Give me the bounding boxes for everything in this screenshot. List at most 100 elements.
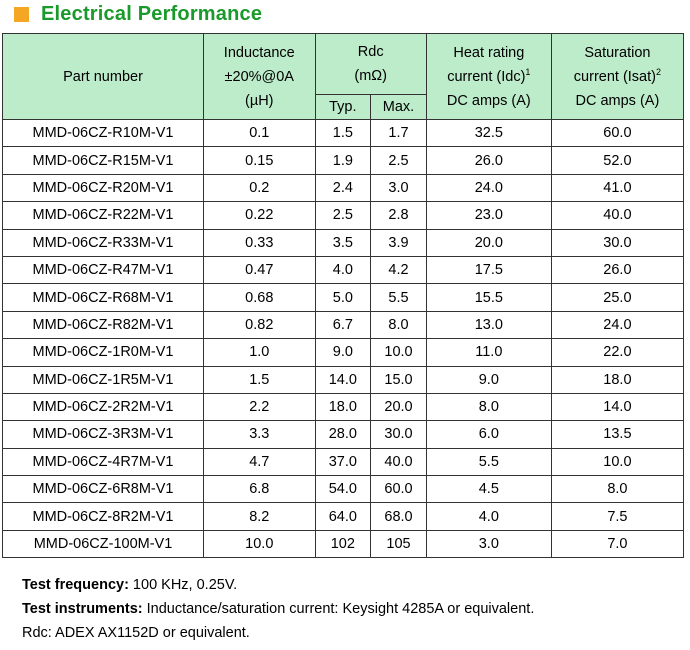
table-row: MMD-06CZ-2R2M-V1 2.2 18.0 20.0 8.0 14.0: [1, 392, 685, 422]
table-row: MMD-06CZ-3R3M-V1 3.3 28.0 30.0 6.0 13.5: [1, 420, 685, 449]
cell-saturation: 13.5: [550, 420, 685, 449]
cell-saturation: 40.0: [550, 201, 685, 230]
header-row: Part number Inductance ±20%@0A (µH) Rdc …: [1, 33, 685, 120]
table-body: MMD-06CZ-R10M-V1 0.1 1.5 1.7 32.5 60.0 MMD-06C…: [1, 118, 685, 559]
cell-rdc-max: 20.0: [370, 392, 427, 422]
header-inductance: Inductance ±20%@0A (µH): [203, 33, 316, 120]
cell-rdc-max: 4.2: [370, 255, 427, 285]
page-title: Electrical Performance: [41, 2, 263, 25]
cell-rdc-max: 2.5: [370, 146, 427, 175]
table-row: MMD-06CZ-100M-V1 10.0 102 105 3.0 7.0: [1, 529, 685, 559]
cell-heat-rating: 15.5: [425, 283, 552, 312]
cell-heat-rating: 3.0: [425, 529, 552, 559]
note-test-frequency: Test frequency: 100 KHz, 0.25V.: [22, 577, 238, 593]
cell-inductance: 0.47: [203, 255, 316, 285]
cell-heat-rating: 23.0: [425, 201, 552, 230]
cell-inductance: 0.1: [203, 118, 316, 148]
cell-part-number: MMD-06CZ-2R2M-V1: [1, 392, 205, 422]
cell-heat-rating: 9.0: [425, 365, 552, 394]
cell-part-number: MMD-06CZ-1R0M-V1: [1, 338, 205, 367]
cell-inductance: 3.3: [203, 420, 316, 449]
cell-rdc-typ: 102: [314, 529, 372, 559]
cell-rdc-typ: 2.5: [314, 201, 372, 230]
header-saturation: Saturation current (Isat)2 DC amps (A): [550, 33, 685, 120]
cell-inductance: 0.82: [203, 310, 316, 340]
table-row: MMD-06CZ-R47M-V1 0.47 4.0 4.2 17.5 26.0: [1, 255, 685, 285]
table-row: MMD-06CZ-R68M-V1 0.68 5.0 5.5 15.5 25.0: [1, 283, 685, 312]
cell-inductance: 0.2: [203, 173, 316, 203]
table-row: MMD-06CZ-1R0M-V1 1.0 9.0 10.0 11.0 22.0: [1, 338, 685, 367]
cell-rdc-max: 30.0: [370, 420, 427, 449]
cell-saturation: 24.0: [550, 310, 685, 340]
cell-saturation: 7.0: [550, 529, 685, 559]
cell-rdc-max: 5.5: [370, 283, 427, 312]
cell-part-number: MMD-06CZ-100M-V1: [1, 529, 205, 559]
cell-heat-rating: 20.0: [425, 228, 552, 257]
cell-part-number: MMD-06CZ-4R7M-V1: [1, 447, 205, 477]
table-row: MMD-06CZ-R10M-V1 0.1 1.5 1.7 32.5 60.0: [1, 118, 685, 148]
cell-part-number: MMD-06CZ-R15M-V1: [1, 146, 205, 175]
section-title: Electrical Performance: [14, 0, 262, 28]
cell-rdc-max: 2.8: [370, 201, 427, 230]
cell-saturation: 10.0: [550, 447, 685, 477]
table-row: MMD-06CZ-8R2M-V1 8.2 64.0 68.0 4.0 7.5: [1, 502, 685, 531]
cell-rdc-max: 3.0: [370, 173, 427, 203]
cell-part-number: MMD-06CZ-R33M-V1: [1, 228, 205, 257]
cell-rdc-typ: 37.0: [314, 447, 372, 477]
cell-part-number: MMD-06CZ-6R8M-V1: [1, 475, 205, 504]
cell-inductance: 8.2: [203, 502, 316, 531]
table-row: MMD-06CZ-R15M-V1 0.15 1.9 2.5 26.0 52.0: [1, 146, 685, 175]
table-row: MMD-06CZ-R20M-V1 0.2 2.4 3.0 24.0 41.0: [1, 173, 685, 203]
cell-rdc-max: 8.0: [370, 310, 427, 340]
cell-saturation: 26.0: [550, 255, 685, 285]
cell-rdc-typ: 1.9: [314, 146, 372, 175]
cell-rdc-max: 15.0: [370, 365, 427, 394]
cell-heat-rating: 4.5: [425, 475, 552, 504]
cell-part-number: MMD-06CZ-R20M-V1: [1, 173, 205, 203]
cell-rdc-max: 10.0: [370, 338, 427, 367]
cell-heat-rating: 17.5: [425, 255, 552, 285]
electrical-performance-table: Part number Inductance ±20%@0A (µH) Rdc …: [1, 33, 685, 559]
cell-inductance: 4.7: [203, 447, 316, 477]
cell-rdc-typ: 1.5: [314, 118, 372, 148]
cell-rdc-typ: 54.0: [314, 475, 372, 504]
cell-saturation: 8.0: [550, 475, 685, 504]
cell-saturation: 18.0: [550, 365, 685, 394]
cell-saturation: 52.0: [550, 146, 685, 175]
cell-rdc-max: 1.7: [370, 118, 427, 148]
table-row: MMD-06CZ-R82M-V1 0.82 6.7 8.0 13.0 24.0: [1, 310, 685, 340]
cell-inductance: 0.22: [203, 201, 316, 230]
cell-inductance: 0.33: [203, 228, 316, 257]
cell-part-number: MMD-06CZ-3R3M-V1: [1, 420, 205, 449]
cell-part-number: MMD-06CZ-8R2M-V1: [1, 502, 205, 531]
cell-rdc-typ: 18.0: [314, 392, 372, 422]
header-rdc: Rdc (mΩ): [314, 33, 427, 95]
table-row: MMD-06CZ-R33M-V1 0.33 3.5 3.9 20.0 30.0: [1, 228, 685, 257]
cell-rdc-typ: 28.0: [314, 420, 372, 449]
cell-heat-rating: 6.0: [425, 420, 552, 449]
note-rdc-instrument: Rdc: ADEX AX1152D or equivalent.: [22, 625, 250, 641]
cell-heat-rating: 26.0: [425, 146, 552, 175]
cell-rdc-max: 60.0: [370, 475, 427, 504]
square-bullet-icon: [14, 6, 29, 22]
cell-heat-rating: 8.0: [425, 392, 552, 422]
cell-rdc-typ: 64.0: [314, 502, 372, 531]
table-row: MMD-06CZ-4R7M-V1 4.7 37.0 40.0 5.5 10.0: [1, 447, 685, 477]
cell-rdc-typ: 2.4: [314, 173, 372, 203]
header-subrow: Typ. Max.: [3, 94, 684, 120]
cell-heat-rating: 11.0: [425, 338, 552, 367]
table-row: MMD-06CZ-R22M-V1 0.22 2.5 2.8 23.0 40.0: [1, 201, 685, 230]
cell-rdc-typ: 6.7: [314, 310, 372, 340]
cell-inductance: 2.2: [203, 392, 316, 422]
cell-part-number: MMD-06CZ-R22M-V1: [1, 201, 205, 230]
cell-saturation: 25.0: [550, 283, 685, 312]
cell-heat-rating: 5.5: [425, 447, 552, 477]
cell-part-number: MMD-06CZ-1R5M-V1: [1, 365, 205, 394]
cell-rdc-typ: 5.0: [314, 283, 372, 312]
cell-saturation: 60.0: [550, 118, 685, 148]
cell-saturation: 7.5: [550, 502, 685, 531]
cell-saturation: 41.0: [550, 173, 685, 203]
cell-inductance: 1.0: [203, 338, 316, 367]
cell-saturation: 30.0: [550, 228, 685, 257]
cell-rdc-max: 40.0: [370, 447, 427, 477]
